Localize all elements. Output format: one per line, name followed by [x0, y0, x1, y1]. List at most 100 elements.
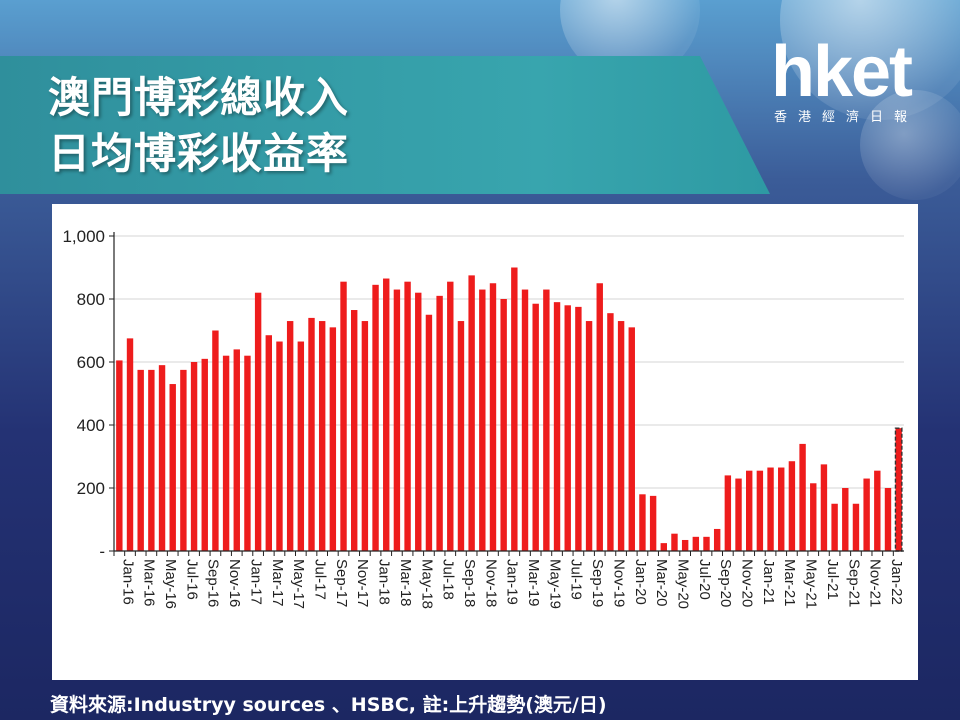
x-tick-label: Mar-16	[141, 559, 158, 607]
bar	[361, 321, 369, 551]
bar	[180, 369, 187, 551]
x-tick-label: Nov-16	[226, 559, 243, 607]
bar	[521, 289, 529, 551]
bar	[372, 284, 379, 551]
bar	[543, 289, 550, 551]
bar	[639, 494, 646, 551]
bar	[511, 267, 518, 551]
page-title: 澳門博彩總收入	[48, 73, 350, 122]
bar	[863, 478, 870, 551]
x-tick-label: May-21	[803, 559, 820, 609]
bar	[874, 470, 881, 551]
bar	[500, 299, 507, 551]
bar	[329, 327, 337, 551]
x-tick-label: Nov-21	[867, 559, 884, 607]
x-tick-label: Jul-17	[312, 559, 329, 600]
bar	[318, 321, 326, 551]
bar	[778, 467, 785, 551]
bar	[799, 443, 806, 551]
bar	[532, 303, 539, 551]
bar	[842, 488, 849, 551]
bar	[746, 470, 753, 551]
bar	[415, 292, 422, 551]
bar	[436, 295, 443, 551]
bar	[148, 369, 155, 551]
x-tick-label: Jan-20	[632, 559, 649, 605]
bar	[852, 503, 860, 551]
bar	[884, 488, 892, 551]
bar	[489, 283, 497, 551]
bar	[564, 305, 571, 551]
bar	[468, 275, 475, 551]
x-tick-label: Sep-19	[589, 559, 606, 607]
bar	[820, 464, 828, 551]
bar	[810, 483, 817, 551]
bar	[585, 321, 593, 551]
bar	[703, 536, 710, 551]
x-tick-label: Jul-21	[824, 559, 841, 600]
x-tick-label: Jan-17	[247, 559, 264, 605]
bar	[607, 313, 614, 551]
x-tick-label: May-19	[546, 559, 563, 609]
x-tick-label: Mar-21	[781, 559, 798, 607]
y-tick-label: 800	[77, 290, 105, 309]
bar	[222, 355, 230, 551]
y-tick-label: 600	[77, 353, 105, 372]
bar	[286, 321, 294, 551]
logo-wordmark: hket	[770, 32, 913, 112]
y-tick-label: -	[99, 542, 105, 561]
bar	[201, 358, 208, 551]
x-tick-label: Jul-19	[568, 559, 585, 600]
bar	[212, 330, 219, 551]
decor-bubble	[860, 90, 960, 200]
x-tick-label: Sep-20	[717, 559, 734, 607]
x-tick-label: Sep-21	[845, 559, 862, 607]
x-tick-label: Jul-20	[696, 559, 713, 600]
x-tick-label: Nov-17	[354, 559, 371, 607]
bar	[308, 317, 315, 551]
x-tick-label: Sep-17	[333, 559, 350, 607]
bar	[383, 278, 390, 551]
y-tick-label: 1,000	[62, 227, 105, 246]
x-tick-label: Nov-20	[739, 559, 756, 607]
bar	[351, 310, 358, 551]
x-tick-label: Mar-17	[269, 559, 286, 607]
bar	[404, 281, 411, 551]
bar	[671, 533, 678, 551]
bar	[297, 341, 305, 551]
x-tick-label: Jan-16	[119, 559, 136, 605]
bar	[767, 467, 774, 551]
bar	[447, 281, 454, 551]
hket-logo: hket 香港經濟日報	[756, 32, 926, 125]
x-tick-label: Sep-18	[461, 559, 478, 607]
x-tick-label: Jul-16	[183, 559, 200, 600]
bar	[724, 475, 732, 551]
bar	[137, 369, 144, 551]
bar	[116, 360, 123, 551]
chart-panel: -200 400 600 800 1,000 Jan-16 Mar-16 May-16 Jul-…	[52, 204, 918, 680]
bar	[276, 341, 283, 551]
x-tick-label: Sep-16	[205, 559, 222, 607]
x-tick-label: May-20	[674, 559, 691, 609]
bar	[735, 478, 742, 551]
source-note: 資料來源:Industryy sources 、HSBC, 註:上升趨勢(澳元/…	[50, 694, 607, 716]
bar	[831, 503, 838, 551]
bar	[649, 495, 657, 551]
bar	[660, 543, 667, 551]
y-tick-label: 200	[77, 479, 105, 498]
logo-subtitle: 香港經濟日報	[773, 110, 918, 125]
x-tick-label: May-17	[290, 559, 307, 609]
bar	[681, 539, 689, 551]
bar	[254, 292, 262, 551]
x-tick-label: Jul-18	[440, 559, 457, 600]
x-tick-label: Mar-19	[525, 559, 542, 607]
bar	[244, 355, 251, 551]
bar	[479, 289, 486, 551]
x-tick-label: Jan-21	[760, 559, 777, 605]
bar	[233, 349, 240, 551]
bar	[425, 314, 433, 551]
bar	[265, 335, 272, 551]
x-tick-label: Mar-18	[397, 559, 414, 607]
bar	[169, 384, 176, 551]
